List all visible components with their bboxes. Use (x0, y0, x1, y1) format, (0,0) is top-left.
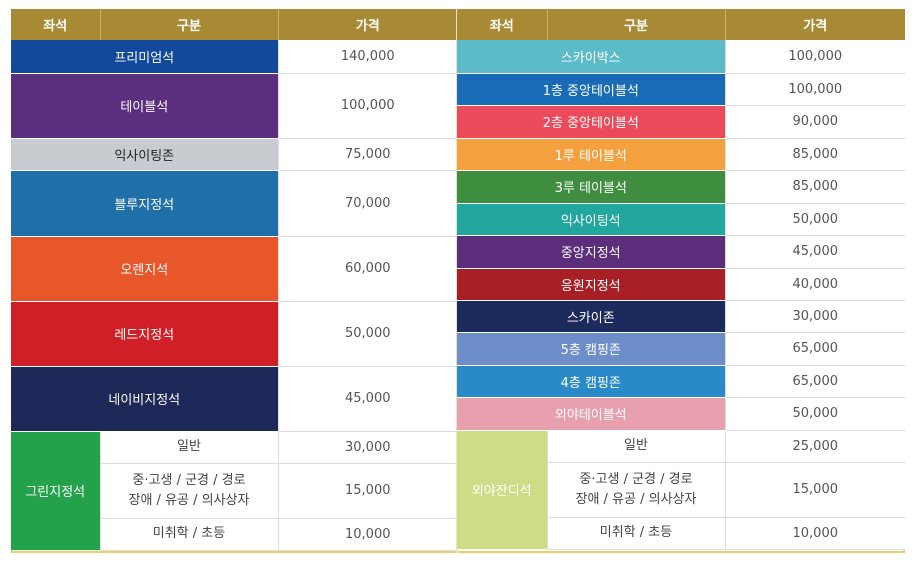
seat-name: 스카이존 (457, 300, 725, 333)
seat-name: 익사이팅석 (457, 203, 725, 236)
discount-category-line: 중·고생 / 군경 / 경로 (579, 471, 693, 487)
seat-name: 1층 중앙테이블석 (457, 73, 725, 106)
seat-price: 10,000 (277, 518, 457, 551)
table-row: 외야테이블석 50,000 (457, 397, 905, 431)
seat-price: 10,000 (724, 517, 905, 550)
header-price: 가격 (278, 9, 457, 40)
seat-price: 30,000 (724, 300, 905, 333)
table-row: 중·고생 / 군경 / 경로 장애 / 유공 / 의사상자 15,000 (457, 462, 905, 518)
seat-price: 50,000 (277, 301, 457, 367)
seat-price: 65,000 (724, 332, 905, 366)
seat-group-name: 외야잔디석 (457, 430, 547, 549)
seat-price: 30,000 (277, 431, 457, 464)
seat-name: 1루 테이블석 (457, 138, 725, 171)
right-price-table: 좌석 구분 가격 스카이박스 100,000 1층 중앙테이블석 100,000 2층 … (457, 9, 905, 550)
table-row: 1루 테이블석 85,000 (457, 138, 905, 171)
table-row: 3루 테이블석 85,000 (457, 170, 905, 204)
seat-name: 응원지정석 (457, 268, 725, 301)
seat-price: 50,000 (724, 397, 905, 431)
table-row: 블루지정석 70,000 (11, 170, 457, 237)
table-row: 그린지정석 일반 30,000 (11, 431, 457, 550)
table-row: 테이블석 100,000 (11, 73, 457, 139)
header-seat: 좌석 (11, 9, 101, 40)
discount-category: 일반 (546, 430, 725, 463)
seat-name: 프리미엄석 (11, 40, 278, 74)
seat-name: 오렌지석 (11, 236, 278, 302)
discount-category: 일반 (99, 431, 278, 464)
seat-name: 중앙지정석 (457, 235, 725, 269)
seat-price: 100,000 (724, 73, 905, 106)
seat-price: 70,000 (277, 170, 457, 237)
table-row: 4층 캠핑존 65,000 (457, 365, 905, 398)
seat-name: 2층 중앙테이블석 (457, 105, 725, 139)
table-row: 외야잔디석 일반 25,000 (457, 430, 905, 549)
header-category: 구분 (547, 9, 726, 40)
table-row: 익사이팅석 50,000 (457, 203, 905, 236)
seat-price: 90,000 (724, 105, 905, 139)
seat-name: 4층 캠핑존 (457, 365, 725, 398)
seat-price: 50,000 (724, 203, 905, 236)
table-row: 스카이박스 100,000 (457, 40, 905, 74)
seat-price: 45,000 (724, 235, 905, 269)
seat-price: 100,000 (277, 73, 457, 139)
seat-price: 60,000 (277, 236, 457, 302)
seat-name: 3루 테이블석 (457, 170, 725, 204)
table-row: 5층 캠핑존 65,000 (457, 332, 905, 366)
left-price-table: 좌석 구분 가격 프리미엄석 140,000 테이블석 100,000 익사이팅존 75,… (11, 9, 457, 551)
seat-price: 15,000 (277, 463, 457, 519)
left-header-row: 좌석 구분 가격 (11, 9, 457, 40)
seat-price: 25,000 (724, 430, 905, 463)
table-row: 익사이팅존 75,000 (11, 138, 457, 171)
table-row: 오렌지석 60,000 (11, 236, 457, 302)
seat-price: 65,000 (724, 365, 905, 398)
seat-price: 40,000 (724, 268, 905, 301)
table-row: 2층 중앙테이블석 90,000 (457, 105, 905, 139)
seat-price: 85,000 (724, 170, 905, 204)
table-row: 미취학 / 초등 10,000 (11, 518, 457, 551)
table-row: 스카이존 30,000 (457, 300, 905, 333)
seat-price: 75,000 (277, 138, 457, 171)
discount-category-line: 중·고생 / 군경 / 경로 (132, 472, 246, 488)
seat-price: 100,000 (724, 40, 905, 74)
discount-category-line: 미취학 / 초등 (152, 526, 226, 541)
table-row: 중·고생 / 군경 / 경로 장애 / 유공 / 의사상자 15,000 (11, 463, 457, 519)
discount-category-line: 장애 / 유공 / 의사상자 (575, 491, 697, 507)
table-row: 응원지정석 40,000 (457, 268, 905, 301)
discount-category-line: 일반 (624, 438, 648, 453)
seat-group-name: 그린지정석 (11, 431, 100, 550)
seat-name: 스카이박스 (457, 40, 725, 74)
discount-category-line: 장애 / 유공 / 의사상자 (128, 492, 250, 508)
table-row: 레드지정석 50,000 (11, 301, 457, 367)
table-row: 중앙지정석 45,000 (457, 235, 905, 269)
seat-price: 45,000 (277, 366, 457, 432)
discount-category-line: 일반 (177, 439, 201, 454)
discount-category: 미취학 / 초등 (546, 517, 725, 550)
seat-name: 외야테이블석 (457, 397, 725, 431)
seat-name: 테이블석 (11, 73, 278, 139)
seat-name: 네이비지정석 (11, 366, 278, 432)
discount-category: 미취학 / 초등 (99, 518, 278, 551)
header-category: 구분 (100, 9, 279, 40)
header-seat: 좌석 (457, 9, 548, 40)
discount-category-line: 미취학 / 초등 (599, 525, 673, 540)
seat-price: 140,000 (277, 40, 457, 74)
seat-name: 레드지정석 (11, 301, 278, 367)
table-row: 1층 중앙테이블석 100,000 (457, 73, 905, 106)
seat-price: 15,000 (724, 462, 905, 518)
seat-name: 익사이팅존 (11, 138, 278, 171)
right-header-row: 좌석 구분 가격 (457, 9, 905, 40)
table-row: 미취학 / 초등 10,000 (457, 517, 905, 550)
seat-name: 블루지정석 (11, 170, 278, 237)
table-row: 네이비지정석 45,000 (11, 366, 457, 432)
seat-price: 85,000 (724, 138, 905, 171)
seat-name: 5층 캠핑존 (457, 332, 725, 366)
table-row: 프리미엄석 140,000 (11, 40, 457, 74)
header-price: 가격 (725, 9, 905, 40)
